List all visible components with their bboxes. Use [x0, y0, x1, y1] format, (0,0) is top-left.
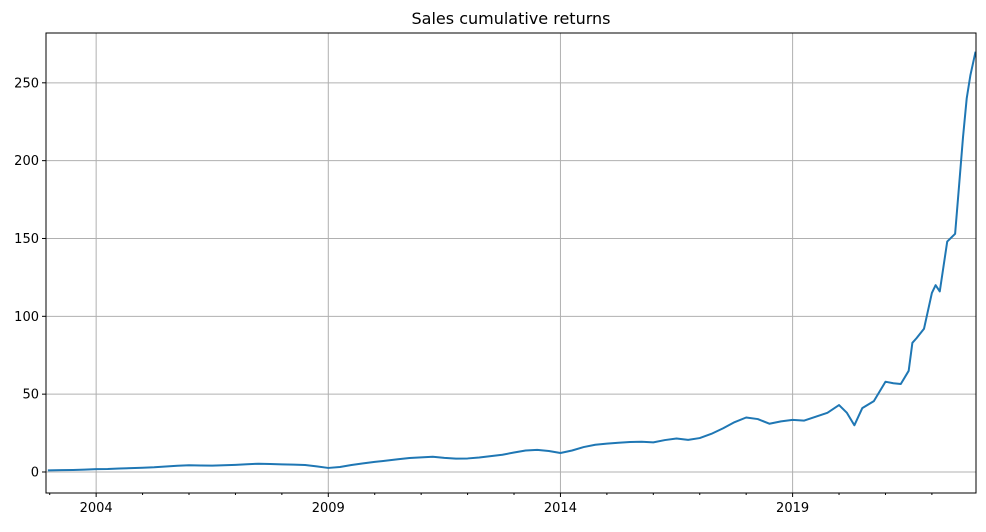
x-tick-label: 2009 [312, 501, 345, 516]
grid-layer [46, 33, 976, 493]
x-tick-layer: 2004 2009 2014 2019 [49, 493, 933, 516]
y-tick-label: 50 [22, 388, 39, 403]
series-line [47, 51, 977, 472]
plot-frame [45, 32, 977, 494]
x-tick-label: 2019 [776, 501, 809, 516]
chart-title: Sales cumulative returns [412, 9, 611, 28]
x-tick-label: 2014 [544, 501, 577, 516]
y-tick-label: 100 [14, 310, 39, 325]
y-tick-label: 0 [31, 465, 39, 480]
y-tick-label: 150 [14, 232, 39, 247]
y-tick-layer: 0 50 100 150 200 250 [14, 76, 46, 480]
y-tick-label: 250 [14, 76, 39, 91]
x-tick-label: 2004 [80, 501, 113, 516]
y-tick-label: 200 [14, 154, 39, 169]
series-layer [47, 51, 977, 472]
